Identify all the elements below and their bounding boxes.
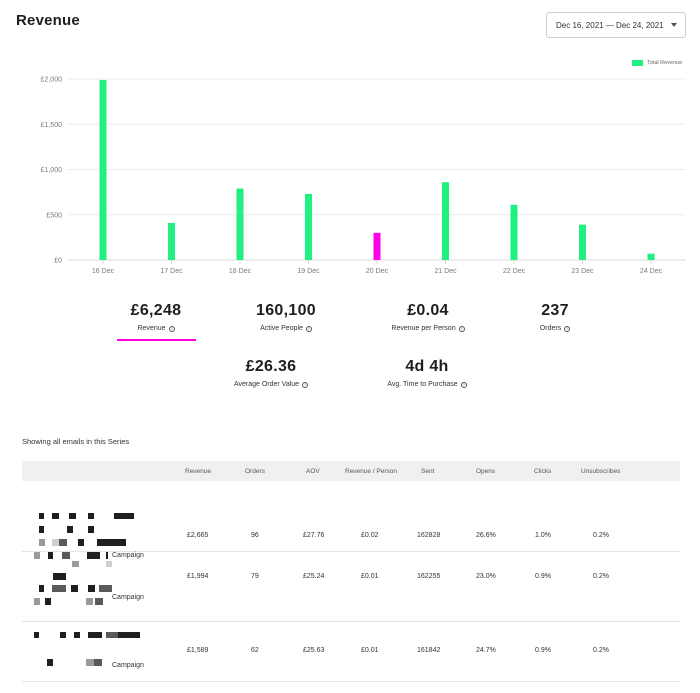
- date-range-picker[interactable]: Dec 16, 2021 — Dec 24, 2021: [546, 12, 686, 38]
- cell-revenue: £1,589: [187, 647, 209, 654]
- column-header-revenue-per-person[interactable]: Revenue / Person: [345, 468, 398, 475]
- campaign-label[interactable]: Campaign: [112, 662, 144, 669]
- cell-clicks: 0.9%: [535, 647, 551, 654]
- kpi-value: £0.04: [407, 302, 449, 319]
- series-table-title: Showing all emails in this Series: [22, 437, 130, 446]
- cell-opens: 24.7%: [476, 647, 496, 654]
- kpi-value: 237: [541, 302, 569, 319]
- x-tick-label: 19 Dec: [297, 268, 320, 275]
- cell-sent: 162828: [417, 532, 441, 539]
- cell-unsubscribes: 0.2%: [593, 647, 609, 654]
- kpi-label: Average Order Value: [233, 381, 300, 388]
- column-header-revenue[interactable]: Revenue: [185, 468, 212, 475]
- x-tick-label: 21 Dec: [434, 268, 457, 275]
- table-row[interactable]: Campaign £1,589 62 £25.63 £0.01 161842 2…: [22, 622, 680, 682]
- cell-revenue: £1,994: [187, 573, 209, 580]
- cell-opens: 26.6%: [476, 532, 496, 539]
- kpi-label: Active People: [260, 325, 303, 332]
- legend-swatch: [632, 60, 643, 66]
- cell-sent: 162255: [417, 573, 441, 580]
- cell-orders: 96: [251, 532, 259, 539]
- y-tick-label: £500: [46, 212, 62, 219]
- bar-23-dec[interactable]: [579, 224, 586, 260]
- bar-16-dec[interactable]: [99, 79, 107, 260]
- campaign-label[interactable]: Campaign: [112, 594, 144, 601]
- chevron-down-icon: [671, 23, 677, 27]
- column-header-opens[interactable]: Opens: [476, 468, 496, 475]
- kpi-orders[interactable]: 237 Orders?: [515, 302, 595, 332]
- x-tick-label: 24 Dec: [640, 268, 663, 275]
- y-tick-label: £1,000: [41, 167, 63, 174]
- x-tick-label: 22 Dec: [503, 268, 526, 275]
- kpi-value: £26.36: [245, 358, 297, 375]
- column-header-clicks[interactable]: Clicks: [534, 468, 552, 475]
- kpi-revenue[interactable]: £6,248 Revenue?: [106, 302, 206, 332]
- cell-clicks: 0.9%: [535, 573, 551, 580]
- kpi-label: Revenue: [137, 325, 166, 332]
- bar-17-dec[interactable]: [168, 222, 175, 260]
- help-icon[interactable]: ?: [458, 325, 465, 332]
- bar-19-dec[interactable]: [305, 193, 312, 260]
- cell-revenue-per-person: £0.01: [361, 573, 379, 580]
- y-tick-label: £2,000: [41, 77, 63, 84]
- bar-18-dec[interactable]: [236, 188, 244, 260]
- table-row[interactable]: Campaign £1,994 79 £25.24 £0.01 162255 2…: [22, 552, 680, 622]
- cell-unsubscribes: 0.2%: [593, 532, 609, 539]
- kpi-label: Avg. Time to Purchase: [387, 381, 458, 388]
- kpi-revenue-per-person[interactable]: £0.04 Revenue per Person?: [372, 302, 484, 332]
- table-row[interactable]: Campaign £2,665 96 £27.76 £0.02 162828 2…: [22, 481, 680, 559]
- kpi-value: £6,248: [130, 302, 182, 319]
- cell-revenue: £2,665: [187, 532, 209, 539]
- column-header-aov[interactable]: AOV: [306, 468, 320, 475]
- kpi-average-order-value[interactable]: £26.36 Average Order Value?: [216, 358, 326, 388]
- cell-orders: 79: [251, 573, 259, 580]
- page-title: Revenue: [16, 12, 80, 29]
- kpi-label: Orders: [539, 325, 562, 332]
- cell-opens: 23.0%: [476, 573, 496, 580]
- cell-sent: 161842: [417, 647, 441, 654]
- x-tick-label: 20 Dec: [366, 268, 389, 275]
- x-tick-label: 23 Dec: [571, 268, 594, 275]
- help-icon[interactable]: ?: [168, 325, 175, 332]
- column-header-sent[interactable]: Sent: [421, 468, 435, 475]
- kpi-label: Revenue per Person: [391, 325, 456, 332]
- help-icon[interactable]: ?: [460, 381, 467, 388]
- x-tick-label: 16 Dec: [92, 268, 115, 275]
- bar-22-dec[interactable]: [510, 204, 518, 260]
- kpi-value: 160,100: [256, 302, 316, 319]
- cell-revenue-per-person: £0.02: [361, 532, 379, 539]
- campaign-label[interactable]: Campaign: [112, 552, 144, 559]
- selected-kpi-indicator: [117, 339, 196, 341]
- kpi-active-people[interactable]: 160,100 Active People?: [236, 302, 336, 332]
- cell-clicks: 1.0%: [535, 532, 551, 539]
- cell-orders: 62: [251, 647, 259, 654]
- date-range-value: Dec 16, 2021 — Dec 24, 2021: [556, 20, 664, 30]
- help-icon[interactable]: ?: [305, 325, 312, 332]
- cell-revenue-per-person: £0.01: [361, 647, 379, 654]
- y-tick-label: £1,500: [41, 122, 63, 129]
- bar-24-dec[interactable]: [647, 253, 655, 260]
- help-icon[interactable]: ?: [302, 381, 309, 388]
- cell-unsubscribes: 0.2%: [593, 573, 609, 580]
- cell-aov: £25.24: [303, 573, 325, 580]
- y-tick-label: £0: [54, 258, 62, 265]
- series-email-table: Revenue Orders AOV Revenue / Person Sent…: [22, 461, 680, 682]
- x-tick-label: 17 Dec: [160, 268, 183, 275]
- chart-legend: Total Revenue: [632, 60, 682, 66]
- revenue-bar-chart: £0 £500 £1,000 £1,500 £2,000 16 Dec 17 Dec 18 D…: [41, 77, 686, 275]
- bar-20-dec[interactable]: [373, 232, 381, 260]
- cell-aov: £27.76: [303, 532, 325, 539]
- help-icon[interactable]: ?: [564, 325, 571, 332]
- kpi-value: 4d 4h: [405, 358, 449, 375]
- x-tick-label: 18 Dec: [229, 268, 252, 275]
- table-header: Revenue Orders AOV Revenue / Person Sent…: [22, 461, 680, 481]
- bar-21-dec[interactable]: [442, 182, 449, 260]
- column-header-unsubscribes[interactable]: Unsubscribes: [581, 468, 621, 475]
- column-header-orders[interactable]: Orders: [245, 468, 265, 475]
- legend-label: Total Revenue: [647, 60, 683, 66]
- kpi-avg-time-to-purchase[interactable]: 4d 4h Avg. Time to Purchase?: [370, 358, 484, 388]
- cell-aov: £25.63: [303, 647, 325, 654]
